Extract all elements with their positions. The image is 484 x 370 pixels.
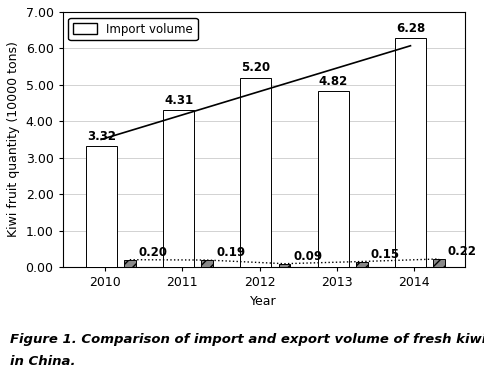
Bar xyxy=(394,38,425,267)
Text: 0.19: 0.19 xyxy=(215,246,244,259)
Y-axis label: Kiwi fruit quantity (10000 tons): Kiwi fruit quantity (10000 tons) xyxy=(7,41,20,238)
Text: 0.22: 0.22 xyxy=(447,245,476,258)
Text: 0.09: 0.09 xyxy=(293,250,322,263)
Text: 6.28: 6.28 xyxy=(395,22,424,35)
Text: 4.82: 4.82 xyxy=(318,75,347,88)
Text: Figure 1. Comparison of import and export volume of fresh kiwifruit: Figure 1. Comparison of import and expor… xyxy=(10,333,484,346)
Bar xyxy=(201,260,212,267)
Text: 5.20: 5.20 xyxy=(241,61,270,74)
Bar xyxy=(240,78,271,267)
Bar xyxy=(124,260,136,267)
Bar xyxy=(355,262,367,267)
Bar xyxy=(278,264,289,267)
Bar xyxy=(86,146,117,267)
Legend: Import volume: Import volume xyxy=(68,18,197,40)
Text: 0.20: 0.20 xyxy=(138,246,167,259)
X-axis label: Year: Year xyxy=(250,295,276,307)
Bar xyxy=(432,259,444,267)
Text: in China.: in China. xyxy=(10,355,75,368)
Text: 3.32: 3.32 xyxy=(87,130,116,143)
Text: 0.15: 0.15 xyxy=(370,248,399,261)
Bar xyxy=(317,91,348,267)
Bar xyxy=(163,110,194,267)
Text: 4.31: 4.31 xyxy=(164,94,193,107)
